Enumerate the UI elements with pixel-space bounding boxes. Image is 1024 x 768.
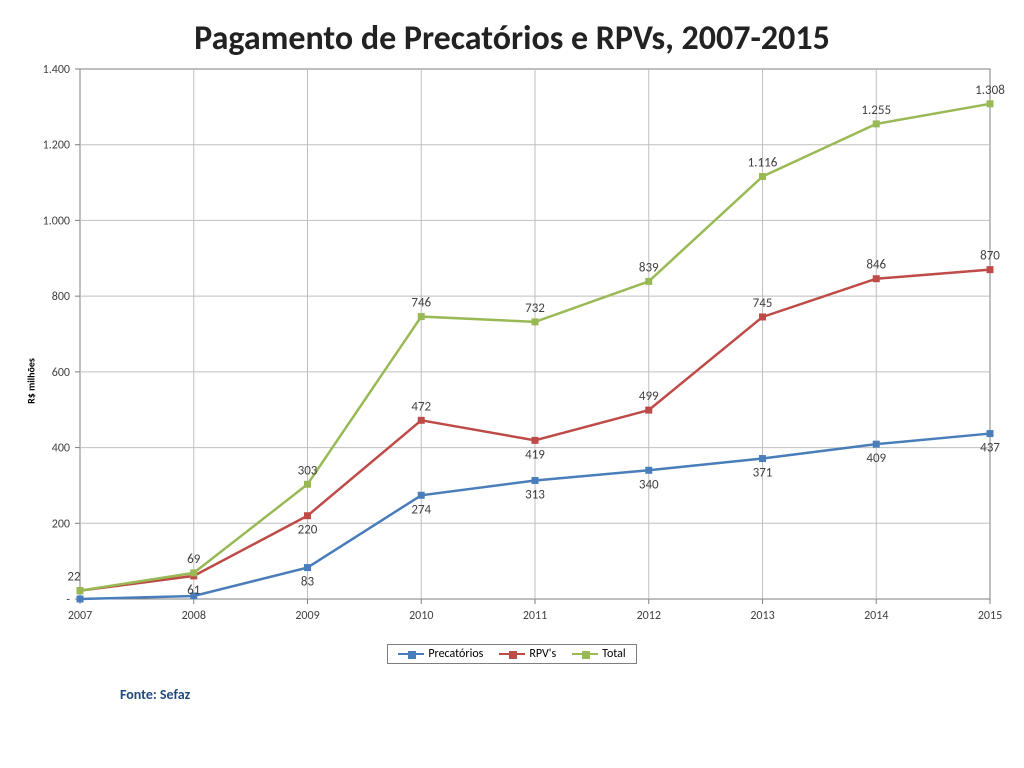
series-marker bbox=[873, 121, 879, 127]
series-marker bbox=[760, 314, 766, 320]
data-label: 313 bbox=[525, 488, 545, 503]
x-tick-label: 2008 bbox=[182, 609, 206, 623]
legend-item: Precatórios bbox=[398, 647, 483, 661]
series-marker bbox=[532, 478, 538, 484]
data-label: 472 bbox=[411, 399, 431, 414]
data-label: 1.308 bbox=[975, 83, 1005, 98]
data-label: 69 bbox=[187, 552, 201, 567]
y-tick-label: 800 bbox=[52, 290, 70, 304]
data-label: 870 bbox=[980, 249, 1000, 264]
series-marker bbox=[77, 588, 83, 594]
x-tick-label: 2009 bbox=[295, 609, 319, 623]
y-tick-label: 200 bbox=[52, 517, 70, 531]
data-label: 745 bbox=[753, 296, 773, 311]
series-marker bbox=[305, 481, 311, 487]
legend-swatch bbox=[398, 649, 424, 659]
series-marker bbox=[873, 441, 879, 447]
y-tick-label: 600 bbox=[52, 366, 70, 380]
data-label: 83 bbox=[301, 575, 315, 590]
x-tick-label: 2011 bbox=[523, 609, 547, 623]
data-label: 22 bbox=[67, 570, 81, 585]
series-marker bbox=[532, 319, 538, 325]
legend-swatch bbox=[499, 649, 525, 659]
data-label: 274 bbox=[411, 502, 431, 517]
legend-swatch bbox=[572, 649, 598, 659]
x-tick-label: 2014 bbox=[864, 609, 888, 623]
series-marker bbox=[646, 467, 652, 473]
x-tick-label: 2015 bbox=[978, 609, 1002, 623]
data-label: 371 bbox=[753, 466, 773, 481]
series-marker bbox=[418, 492, 424, 498]
series-marker bbox=[77, 596, 83, 602]
y-tick-label: 1.400 bbox=[43, 63, 70, 77]
data-label: 220 bbox=[298, 523, 318, 538]
data-label: 419 bbox=[525, 447, 545, 462]
x-tick-label: 2007 bbox=[68, 609, 92, 623]
series-marker bbox=[532, 437, 538, 443]
data-label: 340 bbox=[639, 477, 659, 492]
series-marker bbox=[191, 570, 197, 576]
legend-label: Precatórios bbox=[428, 647, 483, 661]
line-chart: - 200 400 600 800 1.000 1.200 1.400 2007 2008 2009… bbox=[0, 59, 1024, 634]
series-marker bbox=[646, 407, 652, 413]
x-tick-label: 2012 bbox=[637, 609, 661, 623]
data-label: 437 bbox=[980, 441, 1000, 456]
y-tick-label: 400 bbox=[52, 442, 70, 456]
data-label: 732 bbox=[525, 301, 545, 316]
data-label: 846 bbox=[866, 258, 886, 273]
series-marker bbox=[418, 314, 424, 320]
data-label: 61 bbox=[187, 583, 200, 598]
data-label: 303 bbox=[298, 463, 318, 478]
data-label: 746 bbox=[411, 296, 431, 311]
legend-label: RPV's bbox=[529, 647, 556, 661]
data-label: 1.116 bbox=[748, 156, 778, 171]
series-marker bbox=[760, 456, 766, 462]
series-marker bbox=[987, 101, 993, 107]
legend-label: Total bbox=[602, 647, 625, 661]
data-label: 499 bbox=[639, 389, 659, 404]
y-tick-label: - bbox=[66, 593, 70, 607]
y-tick-label: 1.000 bbox=[43, 214, 70, 228]
series-marker bbox=[987, 431, 993, 437]
series-marker bbox=[873, 276, 879, 282]
x-tick-label: 2010 bbox=[409, 609, 433, 623]
data-label: 1.255 bbox=[861, 103, 891, 118]
legend: Precatórios RPV's Total bbox=[0, 644, 1024, 664]
data-label: 839 bbox=[639, 260, 659, 275]
series-marker bbox=[305, 565, 311, 571]
series-marker bbox=[418, 417, 424, 423]
series-marker bbox=[760, 174, 766, 180]
x-tick-label: 2013 bbox=[750, 609, 774, 623]
series-marker bbox=[987, 267, 993, 273]
series-marker bbox=[646, 278, 652, 284]
chart-container: R$ milhões - 200 400 600 800 1.000 1.200 1.400 2… bbox=[0, 59, 1024, 703]
legend-item: Total bbox=[572, 647, 625, 661]
series-marker bbox=[305, 513, 311, 519]
y-axis-label: R$ milhões bbox=[24, 358, 37, 404]
source-text: Fonte: Sefaz bbox=[120, 686, 1024, 703]
data-label: 409 bbox=[866, 451, 886, 466]
page-title: Pagamento de Precatórios e RPVs, 2007-20… bbox=[0, 0, 1024, 59]
y-tick-label: 1.200 bbox=[43, 139, 70, 153]
legend-box: Precatórios RPV's Total bbox=[387, 644, 636, 664]
legend-item: RPV's bbox=[499, 647, 556, 661]
